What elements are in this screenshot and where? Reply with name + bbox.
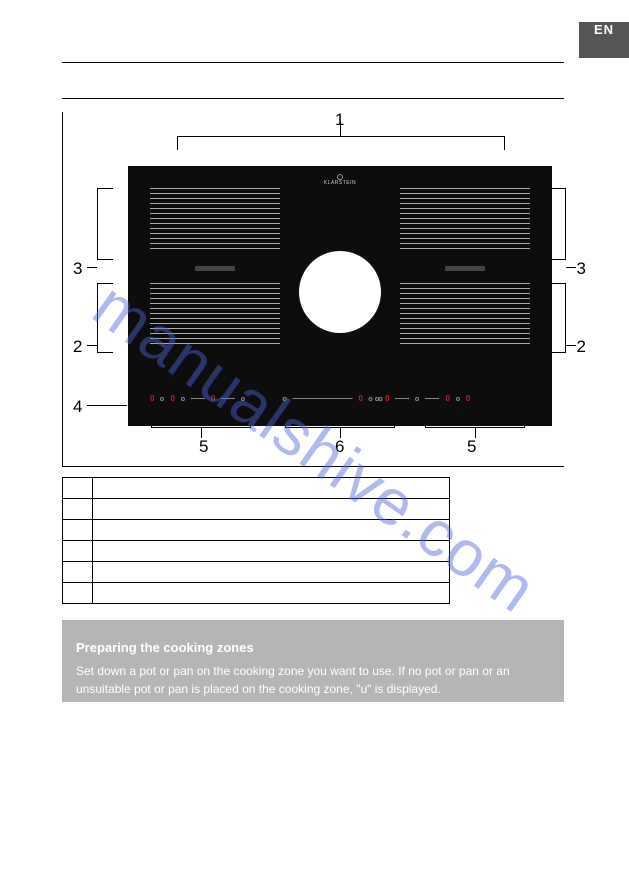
cooktop-illustration: KLARSTEIN <box>128 166 552 426</box>
flex-zone-left <box>150 188 280 353</box>
legend-num: 3 <box>63 520 93 541</box>
preparing-box: Preparing the cooking zones Set down a p… <box>62 620 564 702</box>
callout-5-left: 5 <box>199 437 208 457</box>
bracket-6-stem <box>340 428 341 438</box>
bracket-3-right <box>550 188 566 260</box>
legend-table: 1Flex zone (2×) 2Single zone (front, 2×)… <box>62 477 450 604</box>
hob-controls-right: 0 00 <box>375 394 530 416</box>
legend-num: 6 <box>63 583 93 604</box>
bracket-5-right-stem <box>475 428 476 438</box>
flex-zone-right <box>400 188 530 353</box>
legend-desc: Hob control panel <box>93 562 450 583</box>
rule-2 <box>62 98 564 99</box>
bracket-1-stem <box>340 122 341 136</box>
page-heading: DEVICE DESCRIPTION AND CONTROL PANEL <box>62 36 477 57</box>
zone-lines-left-top <box>150 188 280 258</box>
table-row: 5Hob control panel <box>63 562 450 583</box>
callout-3-left: 3 <box>73 259 82 279</box>
brand-logo: KLARSTEIN <box>320 174 360 184</box>
zone-label-right <box>445 266 485 271</box>
line-4 <box>87 405 127 406</box>
callout-3-right: 3 <box>577 259 586 279</box>
callout-2-left: 2 <box>73 337 82 357</box>
callout-2-right: 2 <box>577 337 586 357</box>
legend-desc: Single zone (front, 2×) <box>93 499 450 520</box>
legend-num: 4 <box>63 541 93 562</box>
brand-text: KLARSTEIN <box>320 180 360 186</box>
preparing-title: Preparing the cooking zones <box>76 638 550 658</box>
table-row: 6Extractor hood control panel <box>63 583 450 604</box>
legend-num: 2 <box>63 499 93 520</box>
legend-desc: Extractor hood control panel <box>93 583 450 604</box>
legend-desc: On/standby <box>93 541 450 562</box>
zone-lines-right-bot <box>400 283 530 353</box>
table-row: 3Single zone (rear, 2×) <box>63 520 450 541</box>
table-row: 4On/standby <box>63 541 450 562</box>
bracket-2-right <box>550 283 566 353</box>
legend-num: 1 <box>63 478 93 499</box>
preparing-body: Set down a pot or pan on the cooking zon… <box>76 662 550 698</box>
legend-num: 5 <box>63 562 93 583</box>
bracket-3-left-stem <box>87 267 97 268</box>
bracket-1 <box>177 136 505 150</box>
language-label: EN <box>579 22 629 37</box>
diagram-container: 1 3 2 3 2 4 5 6 5 <box>62 112 564 467</box>
zone-lines-right-top <box>400 188 530 258</box>
bracket-2-left <box>97 283 113 353</box>
center-vent <box>299 251 381 333</box>
bracket-3-right-stem <box>566 267 576 268</box>
bracket-3-left <box>97 188 113 260</box>
subheading: Top view <box>62 76 121 92</box>
legend-desc: Single zone (rear, 2×) <box>93 520 450 541</box>
bracket-5-left-stem <box>201 428 202 438</box>
legend-desc: Flex zone (2×) <box>93 478 450 499</box>
bracket-2-left-stem <box>87 345 97 346</box>
callout-6: 6 <box>335 437 344 457</box>
table-row: 2Single zone (front, 2×) <box>63 499 450 520</box>
bracket-2-right-stem <box>566 345 576 346</box>
page-number: 31 <box>562 853 575 867</box>
table-row: 1Flex zone (2×) <box>63 478 450 499</box>
manual-page: EN DEVICE DESCRIPTION AND CONTROL PANEL … <box>0 0 629 893</box>
zone-label-left <box>195 266 235 271</box>
rule-1 <box>62 62 564 63</box>
language-tab: EN <box>579 22 629 58</box>
zone-lines-left-bot <box>150 283 280 353</box>
callout-5-right: 5 <box>467 437 476 457</box>
callout-4: 4 <box>73 397 82 417</box>
